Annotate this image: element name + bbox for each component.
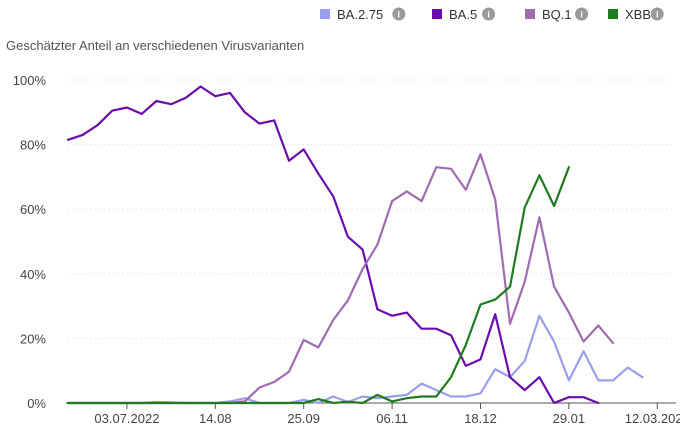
svg-text:i: i [656, 9, 659, 19]
legend-item-bq-1[interactable]: BQ.1 i [525, 7, 589, 22]
legend-label: XBB [625, 7, 651, 22]
svg-text:i: i [580, 9, 583, 19]
series-line-ba-2-75 [66, 314, 644, 405]
x-tick-label: 03.07.2022 [94, 411, 159, 426]
y-tick-label: 100% [13, 73, 47, 88]
legend-item-ba-5[interactable]: BA.5 i [432, 7, 496, 22]
y-tick-label: 0% [27, 396, 46, 411]
y-axis: 0% 20% 40% 60% 80% 100% [13, 73, 47, 411]
svg-text:i: i [487, 9, 490, 19]
series-line-ba-5 [66, 85, 600, 405]
svg-text:i: i [398, 9, 401, 19]
legend-swatch [320, 9, 330, 19]
legend-label: BA.5 [449, 7, 477, 22]
chart-subtitle: Geschätzter Anteil an verschiedenen Viru… [6, 38, 304, 53]
info-icon[interactable]: i [482, 7, 496, 21]
legend-label: BA.2.75 [337, 7, 383, 22]
y-tick-label: 60% [20, 202, 46, 217]
legend-swatch [525, 9, 535, 19]
legend-swatch [432, 9, 442, 19]
y-tick-label: 40% [20, 267, 46, 282]
grid-lines [68, 79, 672, 339]
x-tick-label: 25.09 [287, 411, 320, 426]
legend-swatch [608, 9, 618, 19]
x-tick-label: 06.11 [376, 411, 408, 426]
info-icon[interactable]: i [650, 7, 664, 21]
series-lines [66, 85, 644, 405]
legend-item-xbb[interactable]: XBB i [608, 7, 664, 22]
legend-item-ba-2-75[interactable]: BA.2.75 i [320, 7, 406, 22]
legend: BA.2.75 i BA.5 i BQ.1 i XBB i [320, 7, 664, 22]
x-tick-label: 18.12 [464, 411, 497, 426]
x-axis: 03.07.2022 14.08 25.09 06.11 18.12 29.01 12.03… [66, 402, 680, 426]
x-tick-label: 14.08 [199, 411, 232, 426]
info-icon[interactable]: i [575, 7, 589, 21]
y-tick-label: 80% [20, 138, 46, 153]
y-tick-label: 20% [20, 331, 46, 346]
series-line-xbb [66, 166, 570, 405]
legend-label: BQ.1 [542, 7, 572, 22]
x-tick-label: 29.01 [553, 411, 586, 426]
info-icon[interactable]: i [392, 7, 406, 21]
x-tick-label: 12.03.2023 [625, 411, 680, 426]
